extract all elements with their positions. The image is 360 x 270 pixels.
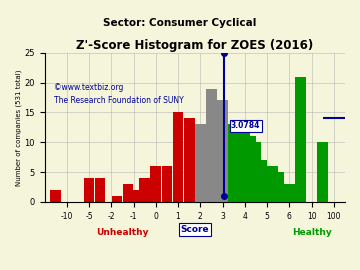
Bar: [267, 166, 278, 202]
Bar: [228, 124, 239, 202]
X-axis label: Score: Score: [180, 225, 209, 234]
Bar: [318, 142, 328, 202]
Text: The Research Foundation of SUNY: The Research Foundation of SUNY: [54, 96, 183, 105]
Bar: [184, 118, 194, 202]
Bar: [139, 178, 150, 202]
Bar: [112, 196, 122, 202]
Bar: [123, 184, 133, 202]
Text: 3.0784: 3.0784: [231, 122, 260, 130]
Text: Unhealthy: Unhealthy: [96, 228, 149, 237]
Bar: [150, 166, 161, 202]
Bar: [295, 77, 306, 202]
Bar: [95, 178, 105, 202]
Text: ©www.textbiz.org: ©www.textbiz.org: [54, 83, 123, 92]
Title: Z'-Score Histogram for ZOES (2016): Z'-Score Histogram for ZOES (2016): [76, 39, 313, 52]
Bar: [206, 89, 217, 202]
Bar: [195, 124, 206, 202]
Text: Sector: Consumer Cyclical: Sector: Consumer Cyclical: [103, 18, 257, 28]
Bar: [50, 190, 61, 202]
Bar: [262, 166, 273, 202]
Bar: [128, 190, 139, 202]
Bar: [173, 112, 183, 202]
Y-axis label: Number of companies (531 total): Number of companies (531 total): [15, 69, 22, 185]
Bar: [251, 142, 261, 202]
Bar: [162, 166, 172, 202]
Bar: [84, 178, 94, 202]
Bar: [217, 100, 228, 202]
Bar: [239, 130, 250, 202]
Text: Healthy: Healthy: [292, 228, 332, 237]
Bar: [284, 184, 295, 202]
Bar: [256, 160, 267, 202]
Bar: [278, 184, 289, 202]
Bar: [245, 136, 256, 202]
Bar: [273, 172, 284, 202]
